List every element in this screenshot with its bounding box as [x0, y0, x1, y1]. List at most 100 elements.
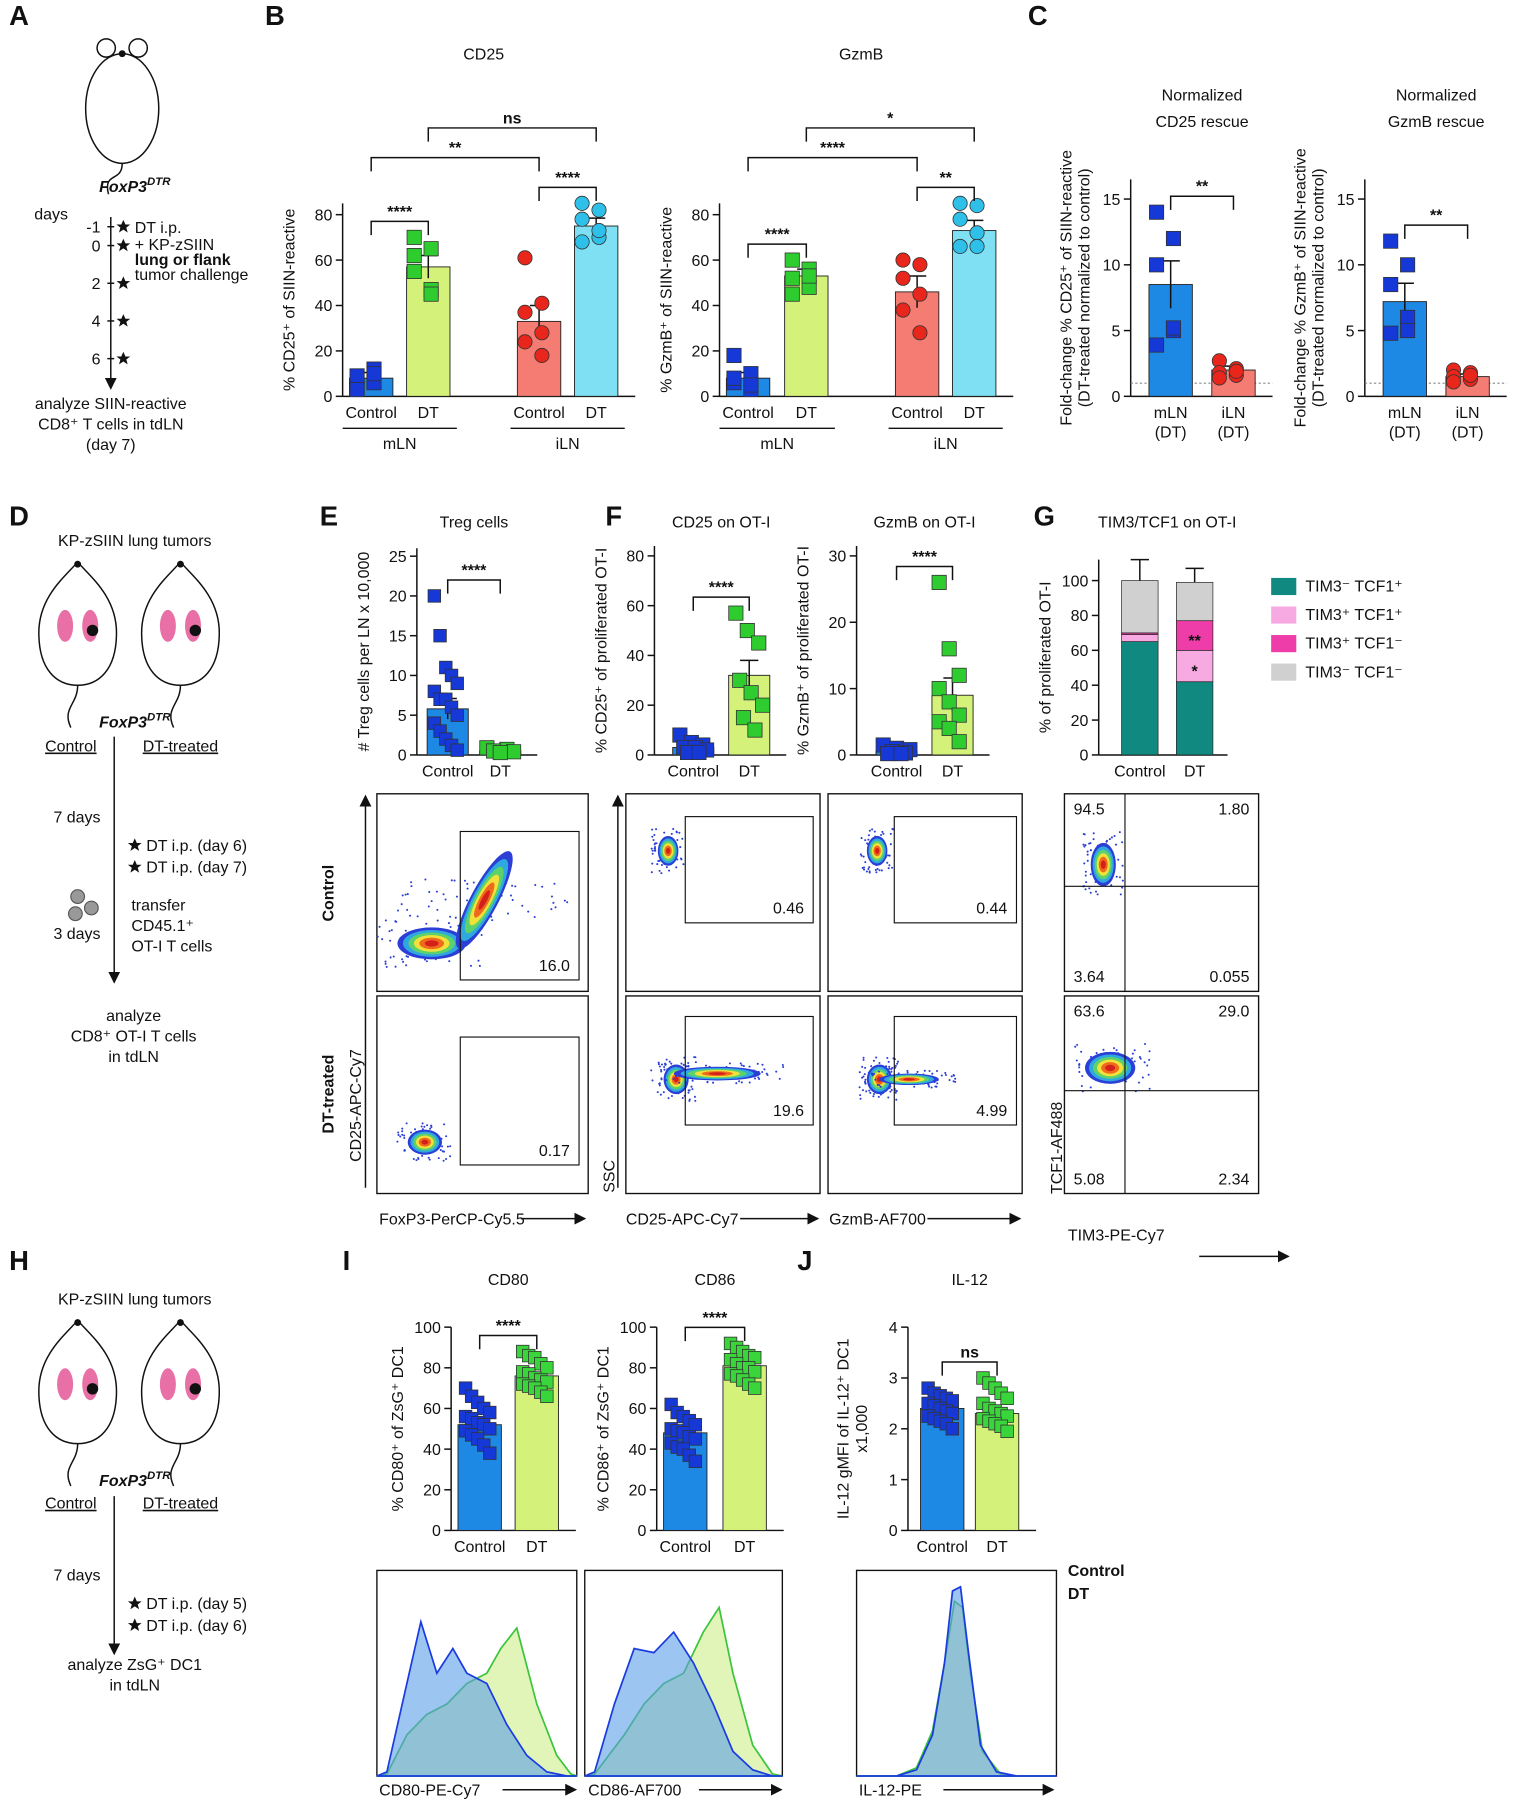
event-dot [665, 1058, 668, 1061]
gate [459, 1036, 580, 1166]
axis-label: CD25-APC-Cy7 [626, 1211, 739, 1228]
event-dot [862, 1075, 865, 1078]
group-label: iLN [934, 436, 958, 453]
event-dot [872, 1095, 875, 1098]
event-dot [868, 871, 871, 874]
event-dot [399, 1135, 402, 1138]
event-dot [861, 1065, 864, 1068]
gate [684, 816, 814, 924]
y-axis-label: (DT-treated normalized to control) [1311, 168, 1328, 407]
event-dot [864, 861, 867, 864]
y-tick-label: 60 [691, 253, 709, 270]
strain-superscript: DTR [147, 176, 171, 188]
data-point [450, 708, 464, 722]
event-dot [1084, 870, 1087, 873]
data-point [423, 241, 439, 257]
event-dot [401, 1130, 404, 1133]
data-point [688, 1418, 703, 1432]
data-point [1165, 230, 1182, 247]
significance-label: **** [820, 140, 846, 157]
event-dot [1110, 836, 1113, 839]
chart-title: TIM3/TCF1 on OT-I [1098, 515, 1236, 532]
significance-label: ** [1430, 208, 1443, 225]
data-point [450, 676, 464, 691]
y-tick-label: 0 [837, 748, 846, 765]
y-tick-label: 20 [423, 1482, 441, 1499]
x-tick-label: iLN [1456, 405, 1480, 422]
event-dot [952, 1073, 955, 1077]
event-dot [685, 1065, 688, 1068]
event-dot [384, 919, 387, 922]
event-dot [874, 868, 877, 871]
data-point [574, 195, 590, 211]
x-tick-sublabel: (DT) [1155, 424, 1187, 441]
event-dot [670, 832, 673, 835]
event-dot [862, 866, 866, 869]
significance-bracket [692, 596, 750, 611]
significance-bracket [538, 186, 597, 202]
data-point [728, 605, 744, 621]
event-dot [687, 1091, 690, 1094]
event-dot [405, 1122, 408, 1125]
x-tick-label: Control [345, 405, 396, 422]
y-tick-label: 10 [389, 668, 407, 685]
flow-plot: 94.5 1.80 3.64 0.055 [1063, 793, 1260, 993]
y-axis-label: % CD86⁺ of ZsG⁺ DC1 [596, 1346, 613, 1511]
event-dot [511, 898, 514, 901]
data-point [517, 334, 533, 350]
y-tick-label: 40 [629, 1442, 647, 1459]
readout: (day 7) [86, 437, 136, 454]
gate [684, 1015, 814, 1126]
plot-frame [625, 793, 821, 993]
arm-label: Control [45, 1496, 96, 1513]
event-dot [936, 1082, 939, 1085]
gate [893, 1015, 1018, 1126]
flow-plot: 0.46 [625, 793, 821, 993]
data-point [540, 1361, 554, 1375]
axis-label: CD25-APC-Cy7 [348, 1049, 365, 1162]
annotation: * [1192, 663, 1199, 680]
event-dot [552, 901, 555, 904]
strain-superscript: DTR [147, 712, 171, 724]
event-dot [480, 933, 483, 937]
chart-title: GzmB rescue [1388, 114, 1485, 131]
event-dot [913, 1085, 916, 1088]
event-dot [890, 1068, 893, 1071]
event-dot [740, 1081, 743, 1084]
event-dot [895, 1098, 898, 1101]
event-dot [1102, 1048, 1105, 1051]
x-tick-label: DT [1184, 764, 1206, 781]
event-dot [879, 1085, 882, 1088]
gate-frequency: 4.99 [976, 1103, 1007, 1120]
event-dot [906, 1069, 909, 1072]
x-tick-label: mLN [1154, 405, 1188, 422]
event-dot [864, 1066, 867, 1069]
interval: 7 days [53, 809, 100, 826]
event-dot [889, 1090, 892, 1093]
event-dot [678, 1081, 681, 1084]
data-point [349, 368, 365, 384]
density [421, 1139, 429, 1145]
mouse-icon [38, 560, 118, 729]
data-point [406, 248, 422, 264]
event-dot [667, 1097, 670, 1100]
strain-label: FoxP3DTR [99, 712, 171, 732]
y-tick-label: 100 [1062, 573, 1089, 590]
data-point [951, 707, 967, 723]
event-dot [728, 1062, 731, 1065]
y-tick-label: 20 [829, 615, 847, 632]
error-bar [1130, 558, 1149, 581]
plot-frame [625, 995, 821, 1195]
event-dot [423, 1125, 426, 1128]
y-tick-label: 2 [889, 1422, 898, 1439]
day-label: -1 [86, 219, 100, 236]
significance-label: ** [1196, 179, 1209, 196]
day-label: 6 [92, 351, 101, 368]
event-dot [388, 930, 391, 933]
data-point [748, 1381, 762, 1395]
density [875, 847, 880, 854]
significance-bracket [370, 220, 430, 236]
event-dot [403, 1134, 406, 1137]
readout: analyze [106, 1008, 161, 1025]
event-dot [874, 1078, 877, 1081]
